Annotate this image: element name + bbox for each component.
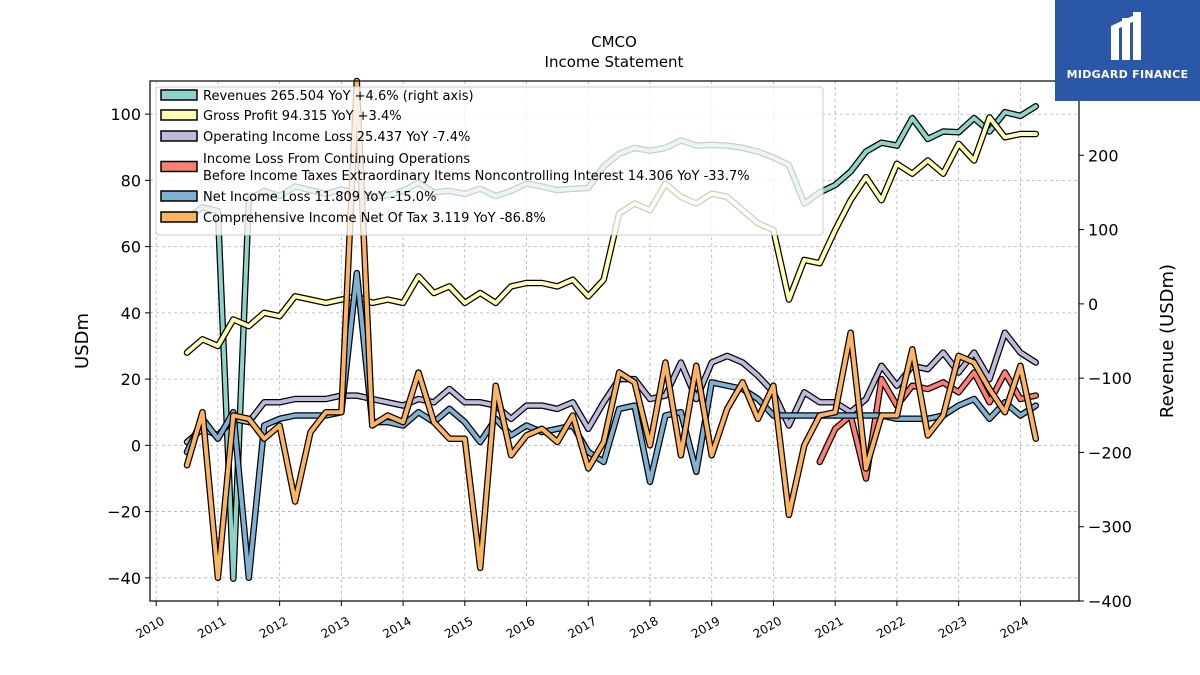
x-tick-label: 2012 [257, 614, 290, 641]
midgard-logo-mark-icon [1111, 12, 1141, 60]
legend-label-2: Operating Income Loss 25.437 YoY -7.4% [203, 130, 470, 145]
legend-swatch-0 [160, 89, 198, 101]
legend-label-1: Gross Profit 94.315 YoY +3.4% [203, 109, 402, 124]
x-tick-label: 2010 [133, 614, 166, 641]
x-tick-label: 2019 [689, 614, 722, 641]
legend-label-5: Comprehensive Income Net Of Tax 3.119 Yo… [203, 211, 546, 226]
y-right-tick-label: −400 [1088, 592, 1132, 611]
legend-label-3-0: Income Loss From Continuing Operations [203, 152, 470, 167]
x-tick-label: 2015 [442, 614, 475, 641]
legend-box [155, 86, 824, 236]
x-tick-label: 2011 [195, 614, 228, 641]
y-left-tick-label: −40 [107, 569, 141, 588]
plot-frame [149, 80, 1080, 602]
y-right-tick-label: −300 [1088, 518, 1132, 537]
x-tick-label: 2023 [936, 614, 969, 641]
x-tick-label: 2024 [998, 614, 1031, 641]
legend-label-0: Revenues 265.504 YoY +4.6% (right axis) [203, 89, 474, 104]
legend: Revenues 265.504 YoY +4.6% (right axis) G… [155, 86, 824, 236]
y-right-tick-label: −100 [1088, 369, 1132, 388]
legend-label-3-1: Before Income Taxes Extraordinary Items … [203, 169, 750, 184]
legend-label-4: Net Income Loss 11.809 YoY -15.0% [203, 190, 436, 205]
y-left-tick-label: 40 [121, 304, 141, 323]
legend-swatch-3 [160, 160, 198, 173]
x-tick-label: 2021 [812, 614, 845, 641]
legend-swatch-1 [160, 109, 198, 121]
y-axis-right-label: Revenue (USDm) [1157, 264, 1178, 418]
series-line-3 [817, 370, 1038, 481]
y-left-tick-label: 0 [131, 436, 141, 455]
legend-swatch-2 [160, 130, 198, 142]
series-line-2 [185, 330, 1038, 444]
x-tick-label: 2018 [627, 614, 660, 641]
y-right-tick-label: 0 [1088, 295, 1098, 314]
logo-text: MIDGARD FINANCE [1066, 68, 1189, 81]
x-tick-label: 2014 [380, 614, 413, 641]
y-left-tick-label: 60 [121, 238, 141, 257]
series-line-1 [185, 115, 1038, 355]
chart-subtitle: Income Statement [545, 53, 684, 71]
y-left-tick-label: −20 [107, 503, 141, 522]
y-right-tick-label: −200 [1088, 443, 1132, 462]
x-tick-label: 2013 [319, 614, 352, 641]
legend-swatch-5 [160, 211, 198, 223]
y-right-tick-label: 100 [1088, 221, 1119, 240]
x-tick-label: 2020 [751, 614, 784, 641]
chart-title: CMCO [591, 33, 637, 51]
series-line-5 [185, 79, 1038, 580]
y-axis-left-label: USDm [72, 313, 93, 369]
legend-swatch-4 [160, 190, 198, 202]
midgard-finance-logo: MIDGARD FINANCE [1055, 0, 1200, 101]
x-tick-label: 2017 [566, 614, 599, 641]
y-right-tick-label: 200 [1088, 146, 1119, 165]
x-tick-label: 2016 [504, 614, 537, 641]
x-tick-label: 2022 [874, 614, 907, 641]
y-left-tick-label: 100 [110, 105, 141, 124]
y-left-tick-label: 80 [121, 171, 141, 190]
y-left-tick-label: 20 [121, 370, 141, 389]
